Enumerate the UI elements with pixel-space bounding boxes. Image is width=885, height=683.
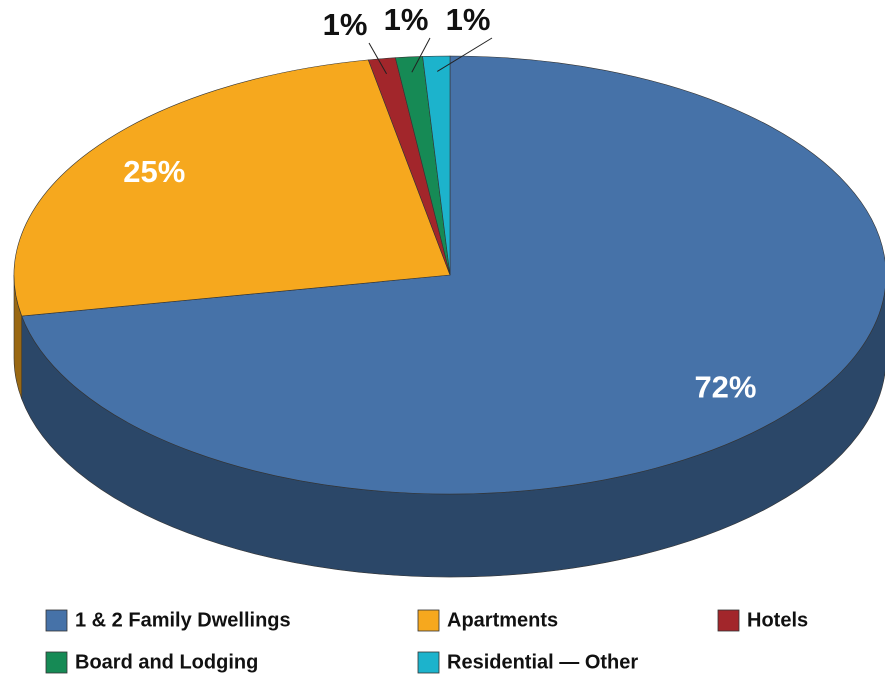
data-label: 25% [123,154,185,189]
data-label: 1% [446,2,491,37]
legend-swatch [45,609,68,632]
data-label: 72% [694,370,756,405]
slice [13,59,451,317]
slice [422,55,451,276]
legend-label: 1 & 2 Family Dwellings [75,609,291,631]
legend-swatch [417,609,440,632]
legend-label: Hotels [747,609,808,631]
legend-swatch [417,651,440,674]
legend-swatch [45,651,68,674]
legend-label: Residential — Other [447,651,638,673]
slice [21,55,885,495]
leader-line [368,42,388,75]
leader-line [411,37,431,73]
legend-label: Board and Lodging [75,651,258,673]
data-label: 1% [323,7,368,42]
legend-label: Apartments [447,609,558,631]
leader-line [437,37,493,72]
legend-swatch [717,609,740,632]
data-label: 1% [384,2,429,37]
